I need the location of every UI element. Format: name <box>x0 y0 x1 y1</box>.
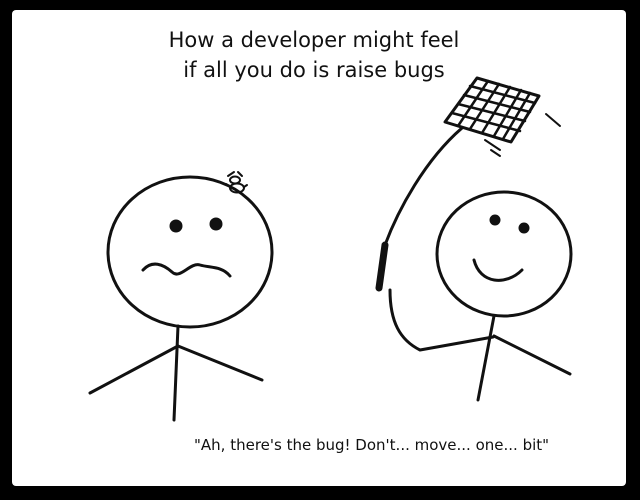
developer-wavy-mouth <box>141 262 232 278</box>
tester-left-eye <box>489 214 501 226</box>
developer-right-arm <box>176 344 264 382</box>
swatter-motion-lines <box>484 113 561 157</box>
developer-left-arm <box>88 344 180 395</box>
comic-panel <box>12 10 626 486</box>
speech-caption: "Ah, there's the bug! Don't... move... o… <box>194 436 550 454</box>
tester-right-eye <box>518 222 530 234</box>
tester-left-arm <box>388 288 495 352</box>
tester-body <box>476 314 496 402</box>
comic-title-line-2: if all you do is raise bugs <box>183 58 445 82</box>
tester-right-arm <box>492 334 572 376</box>
swatter-mesh <box>443 76 541 144</box>
developer-figure <box>88 175 274 422</box>
fly-swatter-icon <box>375 76 561 292</box>
comic-title-line-1: How a developer might feel <box>168 28 460 52</box>
developer-right-eye <box>209 217 223 231</box>
tester-smile <box>472 258 524 282</box>
swatter-handle-grip <box>375 241 389 292</box>
developer-head <box>106 175 274 329</box>
tester-head <box>435 190 573 318</box>
tester-figure <box>388 190 573 402</box>
bug-icon <box>225 171 248 194</box>
swatter-handle-wire <box>383 126 464 247</box>
developer-left-eye <box>169 219 183 233</box>
developer-body <box>172 324 180 422</box>
